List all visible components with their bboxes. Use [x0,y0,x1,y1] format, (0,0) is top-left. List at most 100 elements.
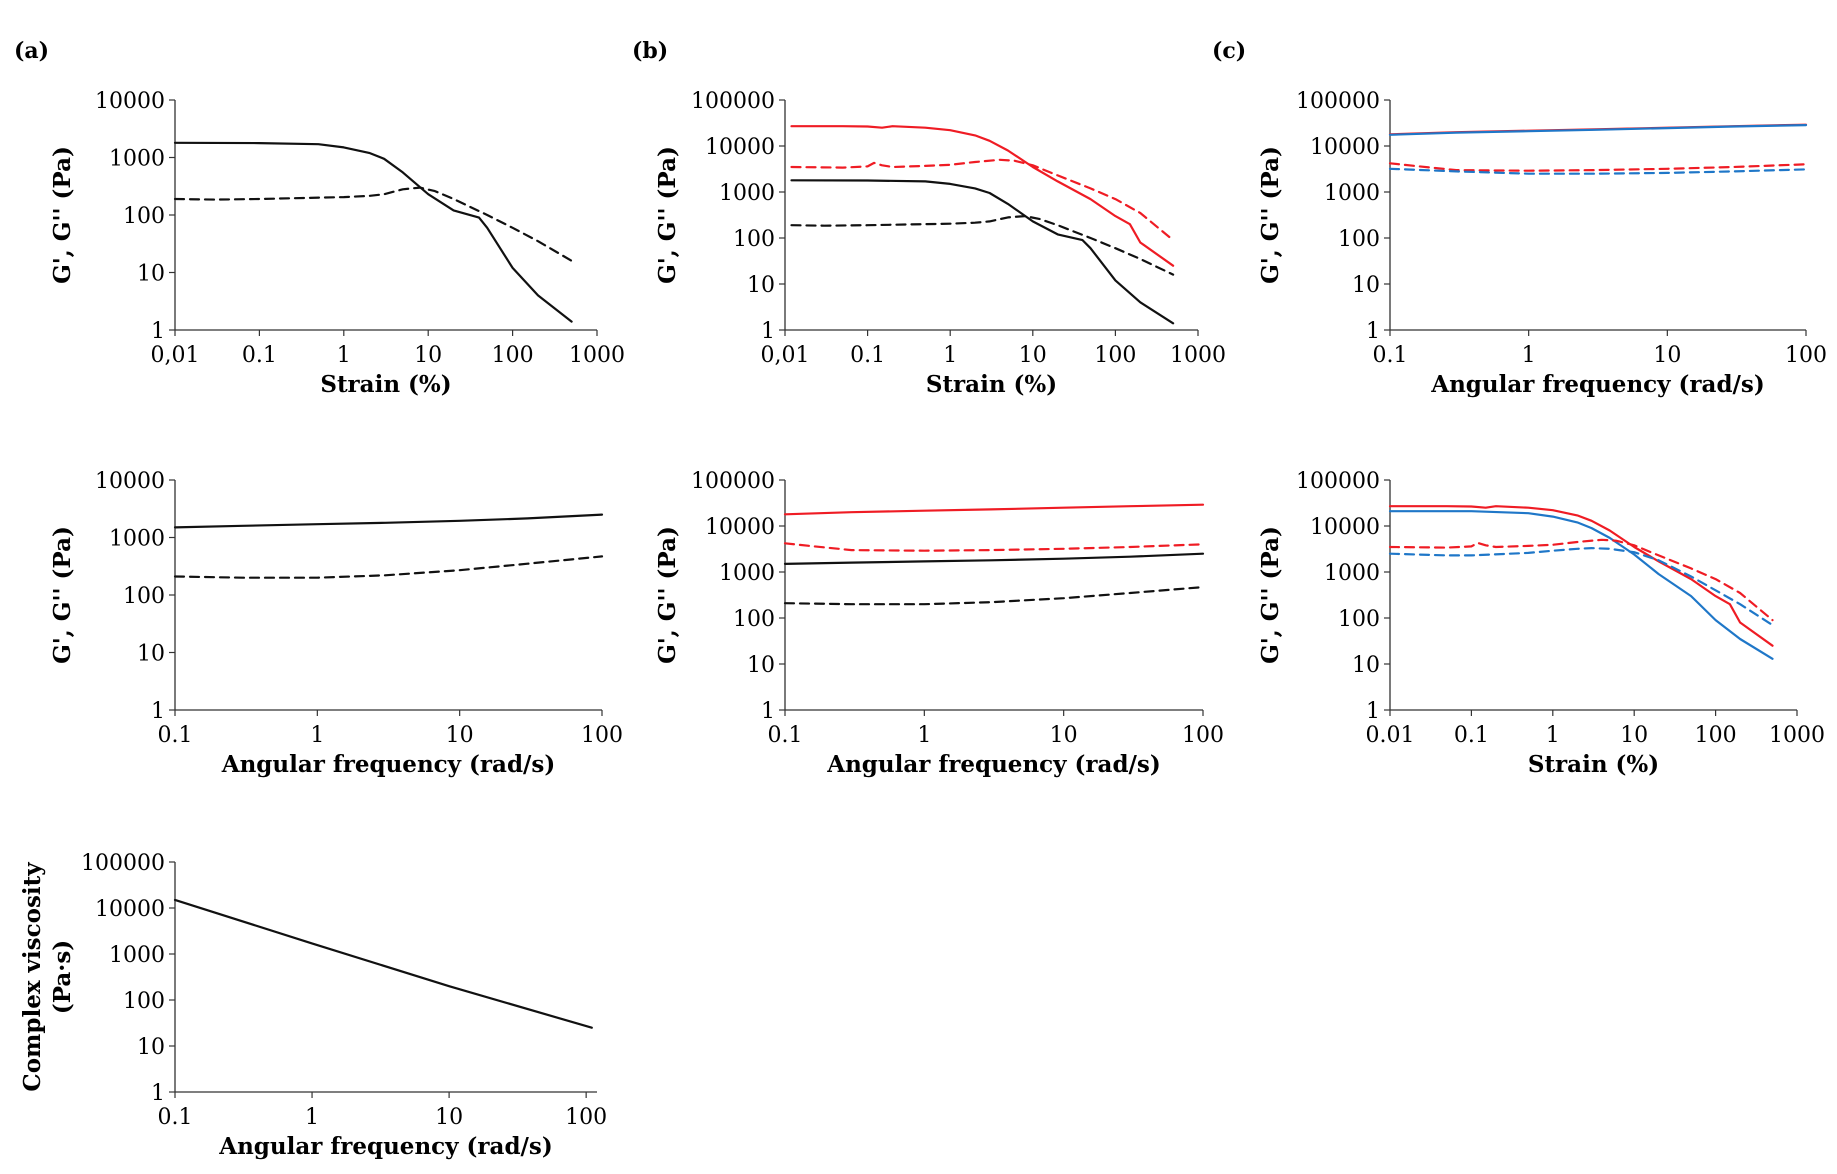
y-tick-label: 10 [137,262,165,287]
y-axis-title: (Pa·s) [49,940,76,1014]
x-tick-label: 0.1 [850,343,885,368]
y-tick-label: 10000 [95,897,165,922]
y-tick-label: 10 [747,273,775,298]
y-tick-label: 1000 [109,943,165,968]
series-line-g-black [790,179,1175,325]
y-axis-title: G', G'' (Pa) [49,526,76,664]
series-line-g-blue [1388,547,1774,627]
x-tick-label: 100 [565,1105,607,1130]
x-tick-label: 0.1 [768,723,803,748]
x-tick-label: 10 [414,343,442,368]
x-tick-label: 0.1 [158,1105,193,1130]
y-tick-label: 100 [733,227,775,252]
x-tick-label: 1 [917,723,931,748]
y-tick-label: 1 [151,319,165,344]
x-tick-label: 1000 [1769,723,1825,748]
y-axis-title: G', G'' (Pa) [654,146,681,284]
panel-label-b: (b) [632,38,668,64]
y-tick-label: 1 [151,1081,165,1106]
y-tick-label: 1 [1366,699,1380,724]
series-line-g-red [1388,505,1774,647]
series-line-g-blue [1388,124,1808,136]
y-axis-title: G', G'' (Pa) [49,146,76,284]
series-line-g-blue [1388,167,1808,175]
y-tick-label: 10000 [95,469,165,494]
x-tick-label: 0.1 [1373,343,1408,368]
x-tick-label: 10 [435,1105,463,1130]
x-tick-label: 1 [943,343,957,368]
y-tick-label: 1 [151,699,165,724]
y-tick-label: 100 [123,204,165,229]
series-line-g-blue [1388,510,1774,660]
y-tick-label: 10 [1352,653,1380,678]
x-tick-label: 1 [1522,343,1536,368]
x-tick-label: 1000 [1170,343,1226,368]
x-tick-label: 0.1 [1454,723,1489,748]
y-tick-label: 1 [761,699,775,724]
x-tick-label: 10 [1019,343,1047,368]
x-tick-label: 0,01 [761,343,810,368]
series-line-g- [173,555,604,579]
x-tick-label: 10 [446,723,474,748]
y-tick-label: 1000 [719,181,775,206]
x-tick-label: 100 [1094,343,1136,368]
y-axis-title: G', G'' (Pa) [1257,146,1284,284]
x-axis-title: Angular frequency (rad/s) [826,751,1161,778]
x-tick-label: 100 [581,723,623,748]
x-axis-title: Angular frequency (rad/s) [221,751,556,778]
y-tick-label: 10000 [95,89,165,114]
x-axis-title: Strain (%) [926,371,1057,398]
y-tick-label: 1 [1366,319,1380,344]
panel-label-a: (a) [14,38,49,64]
x-tick-label: 100 [492,343,534,368]
x-tick-label: 0.01 [1366,723,1415,748]
x-tick-label: 1000 [569,343,625,368]
y-tick-label: 100000 [1296,469,1380,494]
x-axis-title: Strain (%) [1528,751,1659,778]
y-axis-title: G', G'' (Pa) [654,526,681,664]
x-tick-label: 10 [1653,343,1681,368]
series-line-g-red [1388,538,1774,622]
series-line-g-red [783,503,1205,516]
y-tick-label: 10000 [1310,515,1380,540]
y-tick-label: 100000 [81,851,165,876]
x-tick-label: 100 [1182,723,1224,748]
y-tick-label: 1000 [1324,561,1380,586]
y-tick-label: 100 [123,989,165,1014]
y-tick-label: 10000 [705,135,775,160]
x-tick-label: 1 [310,723,324,748]
chart-c2: 1 10 100 1000 10000 100000 0.01 0.1 1 10 100 1000 St… [1257,469,1825,778]
y-tick-label: 100 [123,584,165,609]
x-axis-title: Strain (%) [320,371,451,398]
chart-a1: 1 10 100 1000 10000 0,01 0.1 1 10 100 1000 Strain (… [49,89,625,398]
y-tick-label: 10000 [1310,135,1380,160]
y-tick-label: 1000 [1324,181,1380,206]
y-tick-label: 10 [137,642,165,667]
series-line-g-red [790,125,1175,267]
y-tick-label: 1000 [719,561,775,586]
series-line-complex-viscosity [173,898,593,1029]
series-line-g-black [783,586,1205,606]
y-axis-title: Complex viscosity [19,862,46,1092]
x-tick-label: 100 [1785,343,1827,368]
y-tick-label: 100000 [691,469,775,494]
series-line-g-red [783,542,1205,552]
y-tick-label: 100000 [691,89,775,114]
y-tick-label: 100 [1338,607,1380,632]
series-line-g- [173,141,573,323]
x-tick-label: 10 [1050,723,1078,748]
y-tick-label: 10 [747,653,775,678]
y-tick-label: 10000 [705,515,775,540]
x-tick-label: 0,01 [151,343,200,368]
x-tick-label: 1 [305,1105,319,1130]
y-tick-label: 10 [1352,273,1380,298]
x-tick-label: 0.1 [242,343,277,368]
x-axis-title: Angular frequency (rad/s) [1430,371,1765,398]
y-tick-label: 100 [1338,227,1380,252]
y-tick-label: 100000 [1296,89,1380,114]
y-tick-label: 1 [761,319,775,344]
